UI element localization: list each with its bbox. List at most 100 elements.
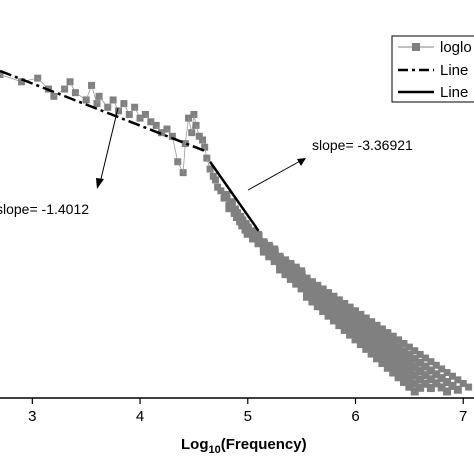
data-point-80-band-3 xyxy=(405,366,414,375)
series-connector-28 xyxy=(184,118,189,144)
data-point-76-band-1 xyxy=(383,335,392,344)
data-point-76-band-2 xyxy=(383,342,392,351)
data-point-65-band-1 xyxy=(324,293,333,302)
data-point-57-band-5 xyxy=(281,270,290,279)
data-point-77-band-1 xyxy=(389,339,398,348)
data-point-71-band-2 xyxy=(356,322,365,331)
data-point-70-band-1 xyxy=(351,312,360,321)
data-point-80-band-4 xyxy=(405,374,414,383)
annotation-arrow-left xyxy=(99,107,119,184)
data-point-67-band-3 xyxy=(335,311,344,320)
series-connector-27 xyxy=(182,143,186,173)
data-point-77 xyxy=(389,332,397,340)
legend: loglo Line Line xyxy=(391,35,474,103)
data-point-69 xyxy=(346,303,354,311)
data-point-79-band-2 xyxy=(399,354,408,363)
data-point-70 xyxy=(352,307,359,315)
x-tick-label-0: 3 xyxy=(28,408,36,425)
data-point-86-band-2 xyxy=(437,383,446,392)
data-point-88-band-1 xyxy=(448,381,457,390)
data-point-76 xyxy=(384,329,392,337)
data-point-78-band-5 xyxy=(394,373,403,382)
data-point-73-band-5 xyxy=(367,349,376,358)
data-point-84-band-2 xyxy=(426,375,435,384)
data-point-50-band-5 xyxy=(243,229,252,238)
data-point-83-band-3 xyxy=(421,379,430,388)
legend-label-0: loglo xyxy=(440,39,472,56)
data-point-63-band-3 xyxy=(313,293,322,302)
data-point-79 xyxy=(400,339,408,347)
data-point-62-band-5 xyxy=(308,297,317,306)
annotation-arrow-right xyxy=(247,159,303,191)
data-point-84-band-3 xyxy=(426,384,435,393)
data-point-59-band-5 xyxy=(292,279,301,288)
data-point-67-band-2 xyxy=(335,305,344,314)
data-point-66-band-1 xyxy=(329,297,338,306)
data-point-70-band-2 xyxy=(351,318,360,327)
data-point-40 xyxy=(217,187,225,195)
data-point-85-band-2 xyxy=(432,379,441,388)
data-point-78-band-3 xyxy=(394,358,403,367)
series-connector-25 xyxy=(171,136,179,162)
data-point-79-band-4 xyxy=(399,370,408,379)
data-point-71-band-3 xyxy=(356,328,365,337)
data-point-68 xyxy=(341,300,349,307)
data-point-76-band-5 xyxy=(383,363,392,372)
data-point-65-band-3 xyxy=(324,302,333,311)
data-point-63-band-4 xyxy=(313,298,322,307)
data-point-79-band-5 xyxy=(399,377,408,386)
data-point-74-band-4 xyxy=(373,347,382,356)
annotation-arrowhead-right xyxy=(297,158,306,166)
data-point-87-band-1 xyxy=(443,378,452,387)
data-point-80-band-5 xyxy=(405,382,414,391)
data-point-69-band-1 xyxy=(346,308,355,317)
data-point-52-band-5 xyxy=(254,239,263,248)
annotation-arrowhead-left xyxy=(96,178,104,189)
data-point-56-band-5 xyxy=(276,265,285,274)
data-point-64-band-4 xyxy=(319,302,328,311)
data-point-86-band-1 xyxy=(437,374,446,383)
data-point-82-band-1 xyxy=(416,358,425,367)
data-point-67-band-1 xyxy=(335,300,344,309)
data-point-73-band-2 xyxy=(367,330,376,339)
data-point-78 xyxy=(395,336,403,344)
data-point-83-band-2 xyxy=(421,371,430,380)
data-point-76-band-3 xyxy=(383,349,392,358)
data-point-78-band-2 xyxy=(394,350,403,359)
data-point-80 xyxy=(405,343,413,351)
data-point-81-band-1 xyxy=(410,354,419,363)
data-point-78-band-1 xyxy=(394,343,403,352)
data-point-38 xyxy=(211,176,219,184)
data-point-61-band-5 xyxy=(303,292,312,301)
data-point-83-band-1 xyxy=(421,362,430,371)
data-point-70-band-4 xyxy=(351,329,360,338)
data-point-68-band-5 xyxy=(340,325,349,334)
data-point-72-band-5 xyxy=(362,344,371,353)
data-point-72 xyxy=(362,314,370,322)
data-point-77-band-5 xyxy=(389,368,398,377)
data-point-75-band-5 xyxy=(378,359,387,368)
data-point-75 xyxy=(378,325,386,333)
data-point-74 xyxy=(373,321,381,329)
data-point-75-band-2 xyxy=(378,338,387,347)
data-point-82-band-3 xyxy=(416,375,425,384)
x-tick-label-4: 7 xyxy=(459,408,467,425)
data-point-71-band-4 xyxy=(356,334,365,343)
data-point-63-band-5 xyxy=(313,302,322,311)
data-point-85 xyxy=(432,361,440,369)
data-point-77-band-2 xyxy=(389,346,398,355)
data-point-74-band-5 xyxy=(373,354,382,363)
data-point-74-band-3 xyxy=(373,341,382,350)
data-point-74-band-2 xyxy=(373,334,382,343)
series-connector-1 xyxy=(0,74,22,83)
data-point-64-band-2 xyxy=(319,293,328,302)
data-point-67 xyxy=(335,296,343,304)
data-point-85-band-1 xyxy=(432,370,441,379)
data-point-72-band-3 xyxy=(362,332,371,341)
data-point-63-band-1 xyxy=(313,285,322,294)
data-point-87-band-2 xyxy=(443,387,452,396)
data-point-65 xyxy=(325,289,333,297)
data-point-75-band-4 xyxy=(378,352,387,361)
data-point-54-band-5 xyxy=(265,252,274,261)
annotation-slope-right: slope= -3.36921 xyxy=(312,137,413,153)
